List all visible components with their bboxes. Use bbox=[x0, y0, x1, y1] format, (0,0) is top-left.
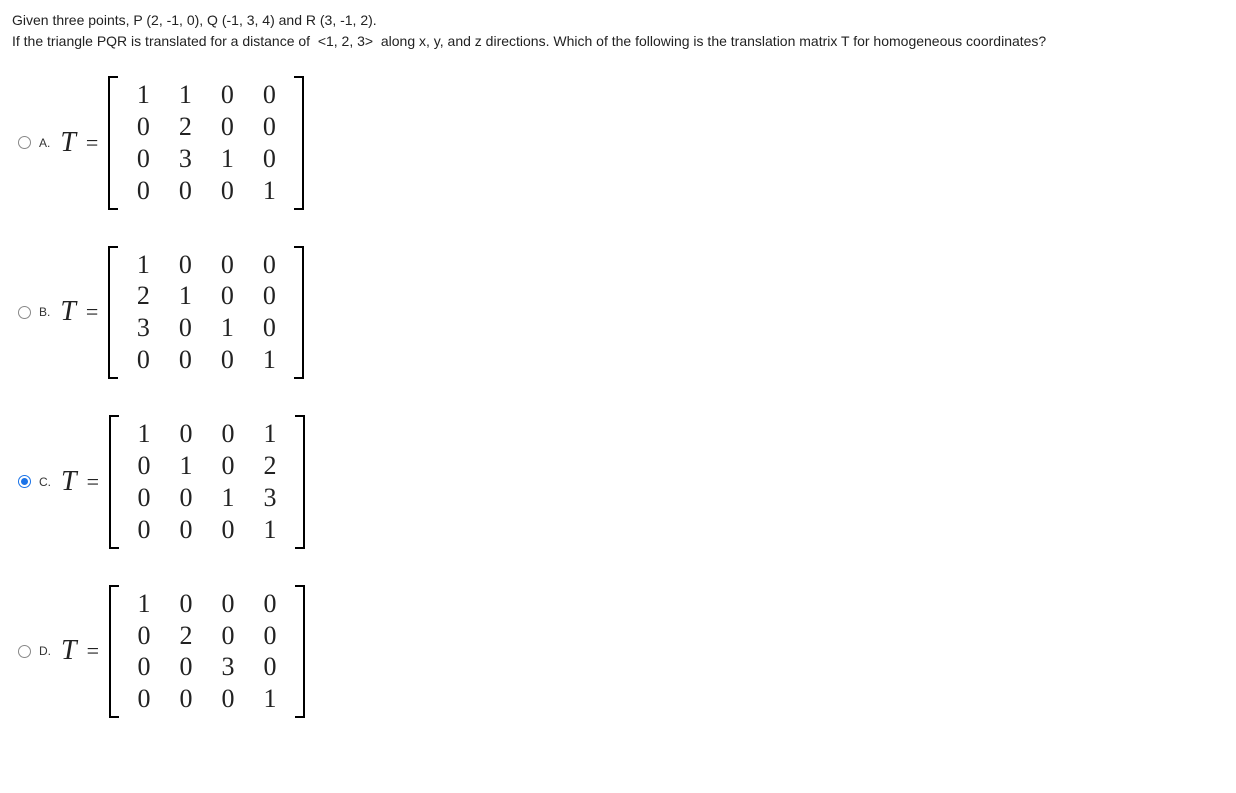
equals-sign: = bbox=[86, 299, 98, 325]
matrix-cell: 0 bbox=[206, 250, 248, 280]
equals-sign: = bbox=[87, 638, 99, 664]
option-letter-c: C. bbox=[39, 475, 51, 489]
matrix-cell: 0 bbox=[122, 112, 164, 142]
equals-sign: = bbox=[86, 130, 98, 156]
matrix-cell: 0 bbox=[165, 515, 207, 545]
matrix-cell: 0 bbox=[123, 652, 165, 682]
matrix-cell: 0 bbox=[123, 684, 165, 714]
matrix-cell: 0 bbox=[165, 684, 207, 714]
matrix-cell: 2 bbox=[165, 621, 207, 651]
matrix-cell: 1 bbox=[249, 419, 291, 449]
matrix-cell: 0 bbox=[248, 144, 290, 174]
matrix-cell: 3 bbox=[207, 652, 249, 682]
option-letter-a: A. bbox=[39, 136, 50, 150]
matrix-cell: 0 bbox=[248, 281, 290, 311]
option-letter-d: D. bbox=[39, 644, 51, 658]
matrix-cell: 1 bbox=[206, 144, 248, 174]
matrix-cell: 0 bbox=[206, 112, 248, 142]
matrix-cell: 0 bbox=[123, 621, 165, 651]
matrix-cell: 0 bbox=[207, 684, 249, 714]
matrix-cell: 0 bbox=[248, 112, 290, 142]
equals-sign: = bbox=[87, 469, 99, 495]
matrix-cell: 1 bbox=[122, 250, 164, 280]
matrix-cell: 0 bbox=[165, 589, 207, 619]
radio-c[interactable] bbox=[18, 475, 31, 488]
matrix-cell: 0 bbox=[123, 451, 165, 481]
matrix-cell: 1 bbox=[164, 80, 206, 110]
matrix-cell: 0 bbox=[249, 652, 291, 682]
matrix-cell: 0 bbox=[207, 621, 249, 651]
matrix-cell: 0 bbox=[164, 345, 206, 375]
matrix-cell: 0 bbox=[165, 483, 207, 513]
matrix-cell: 0 bbox=[207, 589, 249, 619]
matrix-cell: 0 bbox=[207, 419, 249, 449]
radio-d[interactable] bbox=[18, 645, 31, 658]
matrix-cell: 1 bbox=[122, 80, 164, 110]
var-T: T bbox=[60, 296, 76, 328]
option-b[interactable]: B. T = 1 0 0 0 2 1 0 0 3 0 1 0 bbox=[18, 246, 1224, 380]
matrix-cell: 0 bbox=[206, 80, 248, 110]
question-line-1: Given three points, P (2, -1, 0), Q (-1,… bbox=[12, 10, 1224, 31]
matrix-cell: 3 bbox=[122, 313, 164, 343]
matrix-cell: 1 bbox=[249, 515, 291, 545]
question-line-2: If the triangle PQR is translated for a … bbox=[12, 31, 1224, 52]
var-T: T bbox=[61, 635, 77, 667]
equation-a: T = 1 1 0 0 0 2 0 0 0 3 1 0 0 bbox=[60, 76, 304, 210]
question-text: Given three points, P (2, -1, 0), Q (-1,… bbox=[12, 10, 1224, 52]
matrix-cell: 1 bbox=[164, 281, 206, 311]
option-letter-b: B. bbox=[39, 305, 50, 319]
matrix-cell: 0 bbox=[206, 176, 248, 206]
matrix-cell: 0 bbox=[207, 451, 249, 481]
equation-b: T = 1 0 0 0 2 1 0 0 3 0 1 0 0 bbox=[60, 246, 304, 380]
matrix-cell: 1 bbox=[123, 419, 165, 449]
matrix-cell: 0 bbox=[248, 313, 290, 343]
matrix-cell: 0 bbox=[122, 345, 164, 375]
option-d[interactable]: D. T = 1 0 0 0 0 2 0 0 0 0 3 0 bbox=[18, 585, 1224, 719]
matrix-cell: 0 bbox=[123, 515, 165, 545]
radio-a[interactable] bbox=[18, 136, 31, 149]
var-T: T bbox=[60, 127, 76, 159]
matrix-cell: 2 bbox=[249, 451, 291, 481]
matrix-cell: 0 bbox=[248, 250, 290, 280]
radio-b[interactable] bbox=[18, 306, 31, 319]
matrix-cell: 0 bbox=[122, 144, 164, 174]
matrix-cell: 2 bbox=[122, 281, 164, 311]
matrix-cell: 0 bbox=[164, 176, 206, 206]
matrix-cell: 0 bbox=[165, 419, 207, 449]
matrix-cell: 1 bbox=[207, 483, 249, 513]
matrix-cell: 0 bbox=[164, 250, 206, 280]
matrix-a: 1 1 0 0 0 2 0 0 0 3 1 0 0 0 0 1 bbox=[108, 76, 304, 210]
matrix-cell: 0 bbox=[165, 652, 207, 682]
matrix-cell: 0 bbox=[206, 281, 248, 311]
matrix-cell: 1 bbox=[123, 589, 165, 619]
equation-c: T = 1 0 0 1 0 1 0 2 0 0 1 3 0 bbox=[61, 415, 305, 549]
option-c[interactable]: C. T = 1 0 0 1 0 1 0 2 0 0 1 3 bbox=[18, 415, 1224, 549]
matrix-cell: 1 bbox=[248, 176, 290, 206]
matrix-cell: 1 bbox=[249, 684, 291, 714]
matrix-cell: 1 bbox=[248, 345, 290, 375]
matrix-cell: 2 bbox=[164, 112, 206, 142]
matrix-cell: 1 bbox=[165, 451, 207, 481]
matrix-cell: 0 bbox=[248, 80, 290, 110]
matrix-cell: 0 bbox=[123, 483, 165, 513]
matrix-cell: 3 bbox=[164, 144, 206, 174]
matrix-cell: 3 bbox=[249, 483, 291, 513]
matrix-b: 1 0 0 0 2 1 0 0 3 0 1 0 0 0 0 1 bbox=[108, 246, 304, 380]
matrix-d: 1 0 0 0 0 2 0 0 0 0 3 0 0 0 0 1 bbox=[109, 585, 305, 719]
var-T: T bbox=[61, 466, 77, 498]
options-list: A. T = 1 1 0 0 0 2 0 0 0 3 1 0 bbox=[12, 76, 1224, 718]
option-a[interactable]: A. T = 1 1 0 0 0 2 0 0 0 3 1 0 bbox=[18, 76, 1224, 210]
matrix-cell: 0 bbox=[164, 313, 206, 343]
matrix-cell: 0 bbox=[207, 515, 249, 545]
matrix-c: 1 0 0 1 0 1 0 2 0 0 1 3 0 0 0 1 bbox=[109, 415, 305, 549]
matrix-cell: 0 bbox=[249, 589, 291, 619]
matrix-cell: 0 bbox=[122, 176, 164, 206]
matrix-cell: 0 bbox=[206, 345, 248, 375]
matrix-cell: 1 bbox=[206, 313, 248, 343]
matrix-cell: 0 bbox=[249, 621, 291, 651]
equation-d: T = 1 0 0 0 0 2 0 0 0 0 3 0 0 bbox=[61, 585, 305, 719]
